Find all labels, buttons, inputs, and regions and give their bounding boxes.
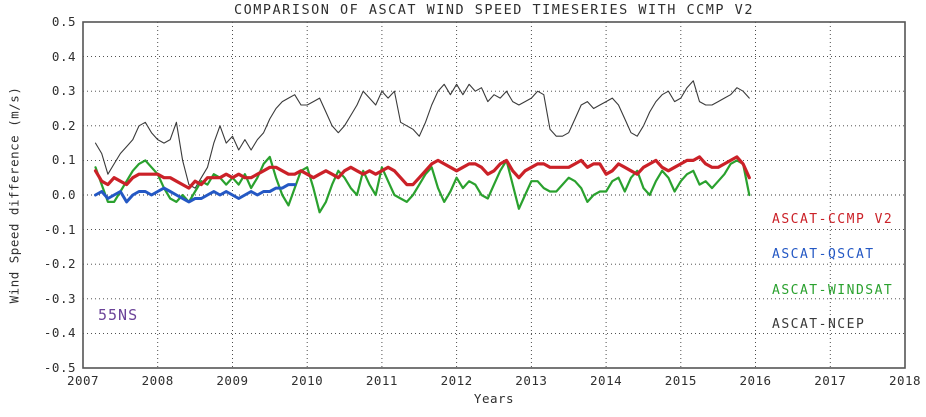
x-tick-label: 2009 bbox=[216, 373, 249, 388]
y-tick-label: 0.3 bbox=[51, 83, 76, 99]
series-line-ascat-qscat bbox=[94, 183, 297, 204]
x-tick-label: 2011 bbox=[365, 373, 398, 388]
y-tick-label: 0.5 bbox=[51, 14, 76, 29]
series-line-ascat-ccmp-v2 bbox=[93, 155, 751, 190]
y-tick-label: -0.1 bbox=[43, 221, 76, 237]
chart-title: COMPARISON OF ASCAT WIND SPEED TIMESERIE… bbox=[234, 2, 754, 18]
legend-item-ascat-ccmp-v2: ASCAT-CCMP V2 bbox=[772, 212, 894, 227]
y-tick-label: -0.2 bbox=[43, 256, 76, 272]
region-label: 55NS bbox=[98, 306, 139, 324]
x-tick-label: 2016 bbox=[739, 373, 772, 388]
plot-frame bbox=[82, 21, 906, 369]
y-tick-label: 0.1 bbox=[51, 152, 76, 168]
y-tick-label: -0.4 bbox=[43, 325, 76, 341]
x-tick-label: 2014 bbox=[590, 373, 623, 388]
y-tick-label: -0.5 bbox=[43, 360, 76, 375]
y-tick-label: 0.4 bbox=[51, 48, 76, 64]
legend-item-ascat-ncep: ASCAT-NCEP bbox=[772, 317, 866, 332]
x-tick-label: 2007 bbox=[66, 373, 100, 388]
x-tick-label: 2017 bbox=[814, 373, 847, 388]
legend-item-ascat-qscat: ASCAT-QSCAT bbox=[772, 247, 875, 262]
y-tick-label: 0.2 bbox=[51, 117, 76, 133]
x-tick-label: 2008 bbox=[141, 373, 174, 388]
y-tick-label: 0.0 bbox=[51, 187, 76, 202]
x-tick-label: 2018 bbox=[888, 373, 922, 388]
x-axis-label: Years bbox=[473, 391, 515, 406]
y-tick-label: -0.3 bbox=[43, 290, 76, 306]
x-tick-label: 2015 bbox=[664, 373, 697, 388]
x-tick-label: 2010 bbox=[291, 373, 324, 388]
series-line-ascat-ncep bbox=[94, 80, 750, 189]
legend-item-ascat-windsat: ASCAT-WINDSAT bbox=[772, 283, 894, 298]
x-tick-label: 2012 bbox=[440, 373, 473, 388]
x-tick-label: 2013 bbox=[515, 373, 548, 388]
